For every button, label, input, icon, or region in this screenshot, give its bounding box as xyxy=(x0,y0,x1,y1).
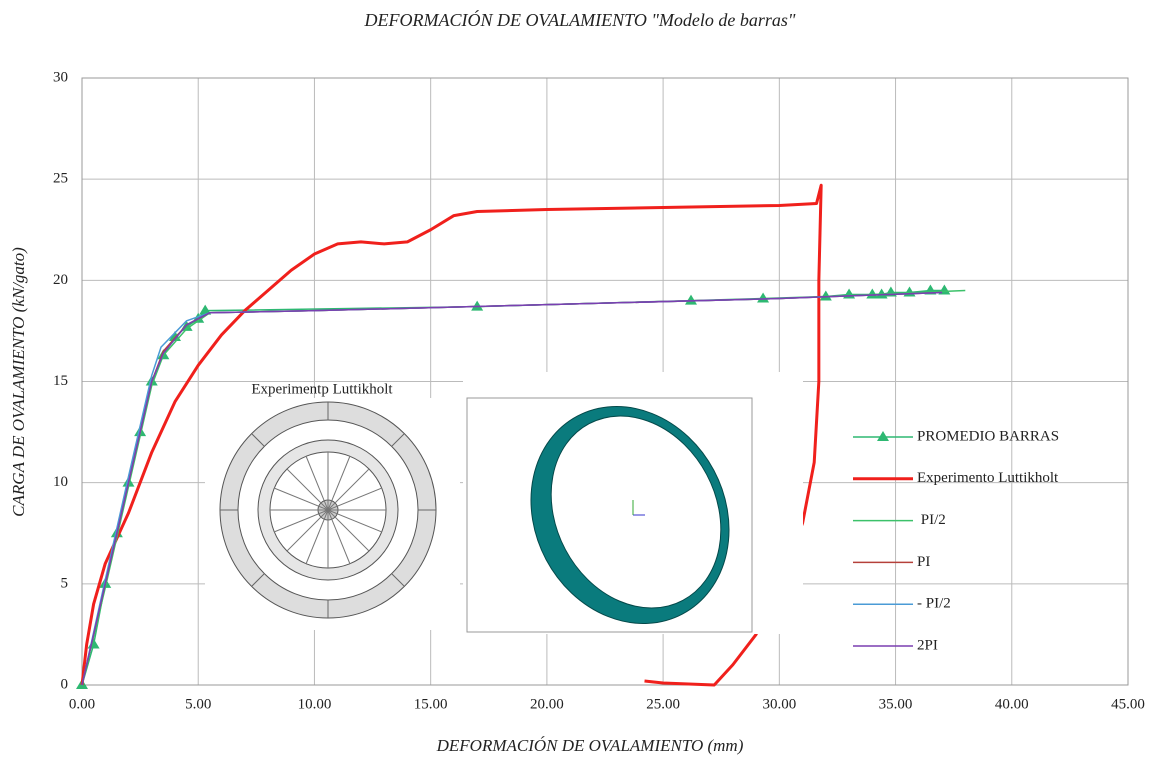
x-tick-label: 40.00 xyxy=(995,696,1029,712)
inset-fe-model xyxy=(463,372,803,634)
y-tick-label: 15 xyxy=(53,373,68,389)
legend-label: - PI/2 xyxy=(917,596,951,612)
legend-label: PI/2 xyxy=(917,512,946,528)
x-tick-label: 15.00 xyxy=(414,696,448,712)
marker xyxy=(757,292,770,303)
x-tick-label: 30.00 xyxy=(762,696,796,712)
marker xyxy=(685,294,698,305)
plot-border xyxy=(81,77,1129,686)
marker xyxy=(471,300,484,311)
legend-label: PI xyxy=(917,554,930,570)
y-tick-label: 10 xyxy=(53,474,68,490)
annotation: Experimentp Luttikholt xyxy=(251,381,393,397)
y-tick-label: 5 xyxy=(61,575,69,591)
x-axis-title: DEFORMACIÓN DE OVALAMIENTO (mm) xyxy=(436,736,744,755)
y-tick-label: 20 xyxy=(53,272,68,288)
x-tick-label: 20.00 xyxy=(530,696,564,712)
x-tick-label: 0.00 xyxy=(69,696,95,712)
x-tick-label: 25.00 xyxy=(646,696,680,712)
y-tick-label: 30 xyxy=(53,69,68,85)
marker xyxy=(819,290,832,301)
grid: 0 5 10 15 20 25 30 0.00 5.00 10.00 15.00 20.00 25.00… xyxy=(53,69,1145,712)
inset-experiment xyxy=(205,398,460,630)
y-tick-label: 0 xyxy=(61,676,69,692)
chart-title: DEFORMACIÓN DE OVALAMIENTO "Modelo de ba… xyxy=(364,9,796,30)
x-tick-label: 5.00 xyxy=(185,696,211,712)
y-tick-label: 25 xyxy=(53,171,68,187)
legend-marker xyxy=(877,431,889,441)
x-tick-label: 10.00 xyxy=(298,696,332,712)
legend-label: 2PI xyxy=(917,637,938,653)
legend: PROMEDIO BARRAS Experimento Luttikholt PI… xyxy=(853,428,1059,653)
legend-label: Experimento Luttikholt xyxy=(917,470,1059,486)
marker xyxy=(87,638,100,649)
marker xyxy=(866,288,879,299)
x-tick-label: 45.00 xyxy=(1111,696,1145,712)
series-line xyxy=(81,291,943,686)
marker xyxy=(843,288,856,299)
marker xyxy=(199,304,212,315)
y-axis-title: CARGA DE OVALAMIENTO (kN/gato) xyxy=(9,247,28,517)
x-tick-label: 35.00 xyxy=(879,696,913,712)
legend-label: PROMEDIO BARRAS xyxy=(917,428,1059,444)
